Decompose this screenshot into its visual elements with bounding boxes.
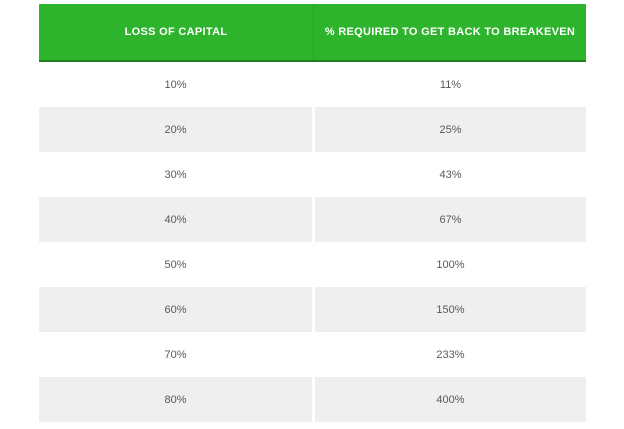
breakeven-cell: 11% xyxy=(315,62,586,107)
table-row: 70% 233% xyxy=(39,332,586,377)
breakeven-cell: 100% xyxy=(315,242,586,287)
breakeven-cell: 233% xyxy=(315,332,586,377)
loss-cell: 30% xyxy=(39,152,312,197)
header-cell-loss-of-capital: LOSS OF CAPITAL xyxy=(124,26,228,38)
loss-cell: 80% xyxy=(39,377,312,422)
table-row: 30% 43% xyxy=(39,152,586,197)
table-row: 40% 67% xyxy=(39,197,586,242)
breakeven-cell: 150% xyxy=(315,287,586,332)
loss-cell: 70% xyxy=(39,332,312,377)
table-row: 10% 11% xyxy=(39,62,586,107)
table-row: 20% 25% xyxy=(39,107,586,152)
loss-cell: 10% xyxy=(39,62,312,107)
loss-cell: 40% xyxy=(39,197,312,242)
loss-cell: 50% xyxy=(39,242,312,287)
breakeven-cell: 400% xyxy=(315,377,586,422)
table-row: 80% 400% xyxy=(39,377,586,422)
breakeven-table: LOSS OF CAPITAL % REQUIRED TO GET BACK T… xyxy=(39,4,586,422)
breakeven-cell: 43% xyxy=(315,152,586,197)
breakeven-cell: 25% xyxy=(315,107,586,152)
table-header-row: LOSS OF CAPITAL % REQUIRED TO GET BACK T… xyxy=(39,4,586,62)
table-row: 60% 150% xyxy=(39,287,586,332)
loss-cell: 60% xyxy=(39,287,312,332)
table-row: 50% 100% xyxy=(39,242,586,287)
breakeven-cell: 67% xyxy=(315,197,586,242)
loss-cell: 20% xyxy=(39,107,312,152)
header-cell-required-breakeven: % REQUIRED TO GET BACK TO BREAKEVEN xyxy=(313,4,586,60)
